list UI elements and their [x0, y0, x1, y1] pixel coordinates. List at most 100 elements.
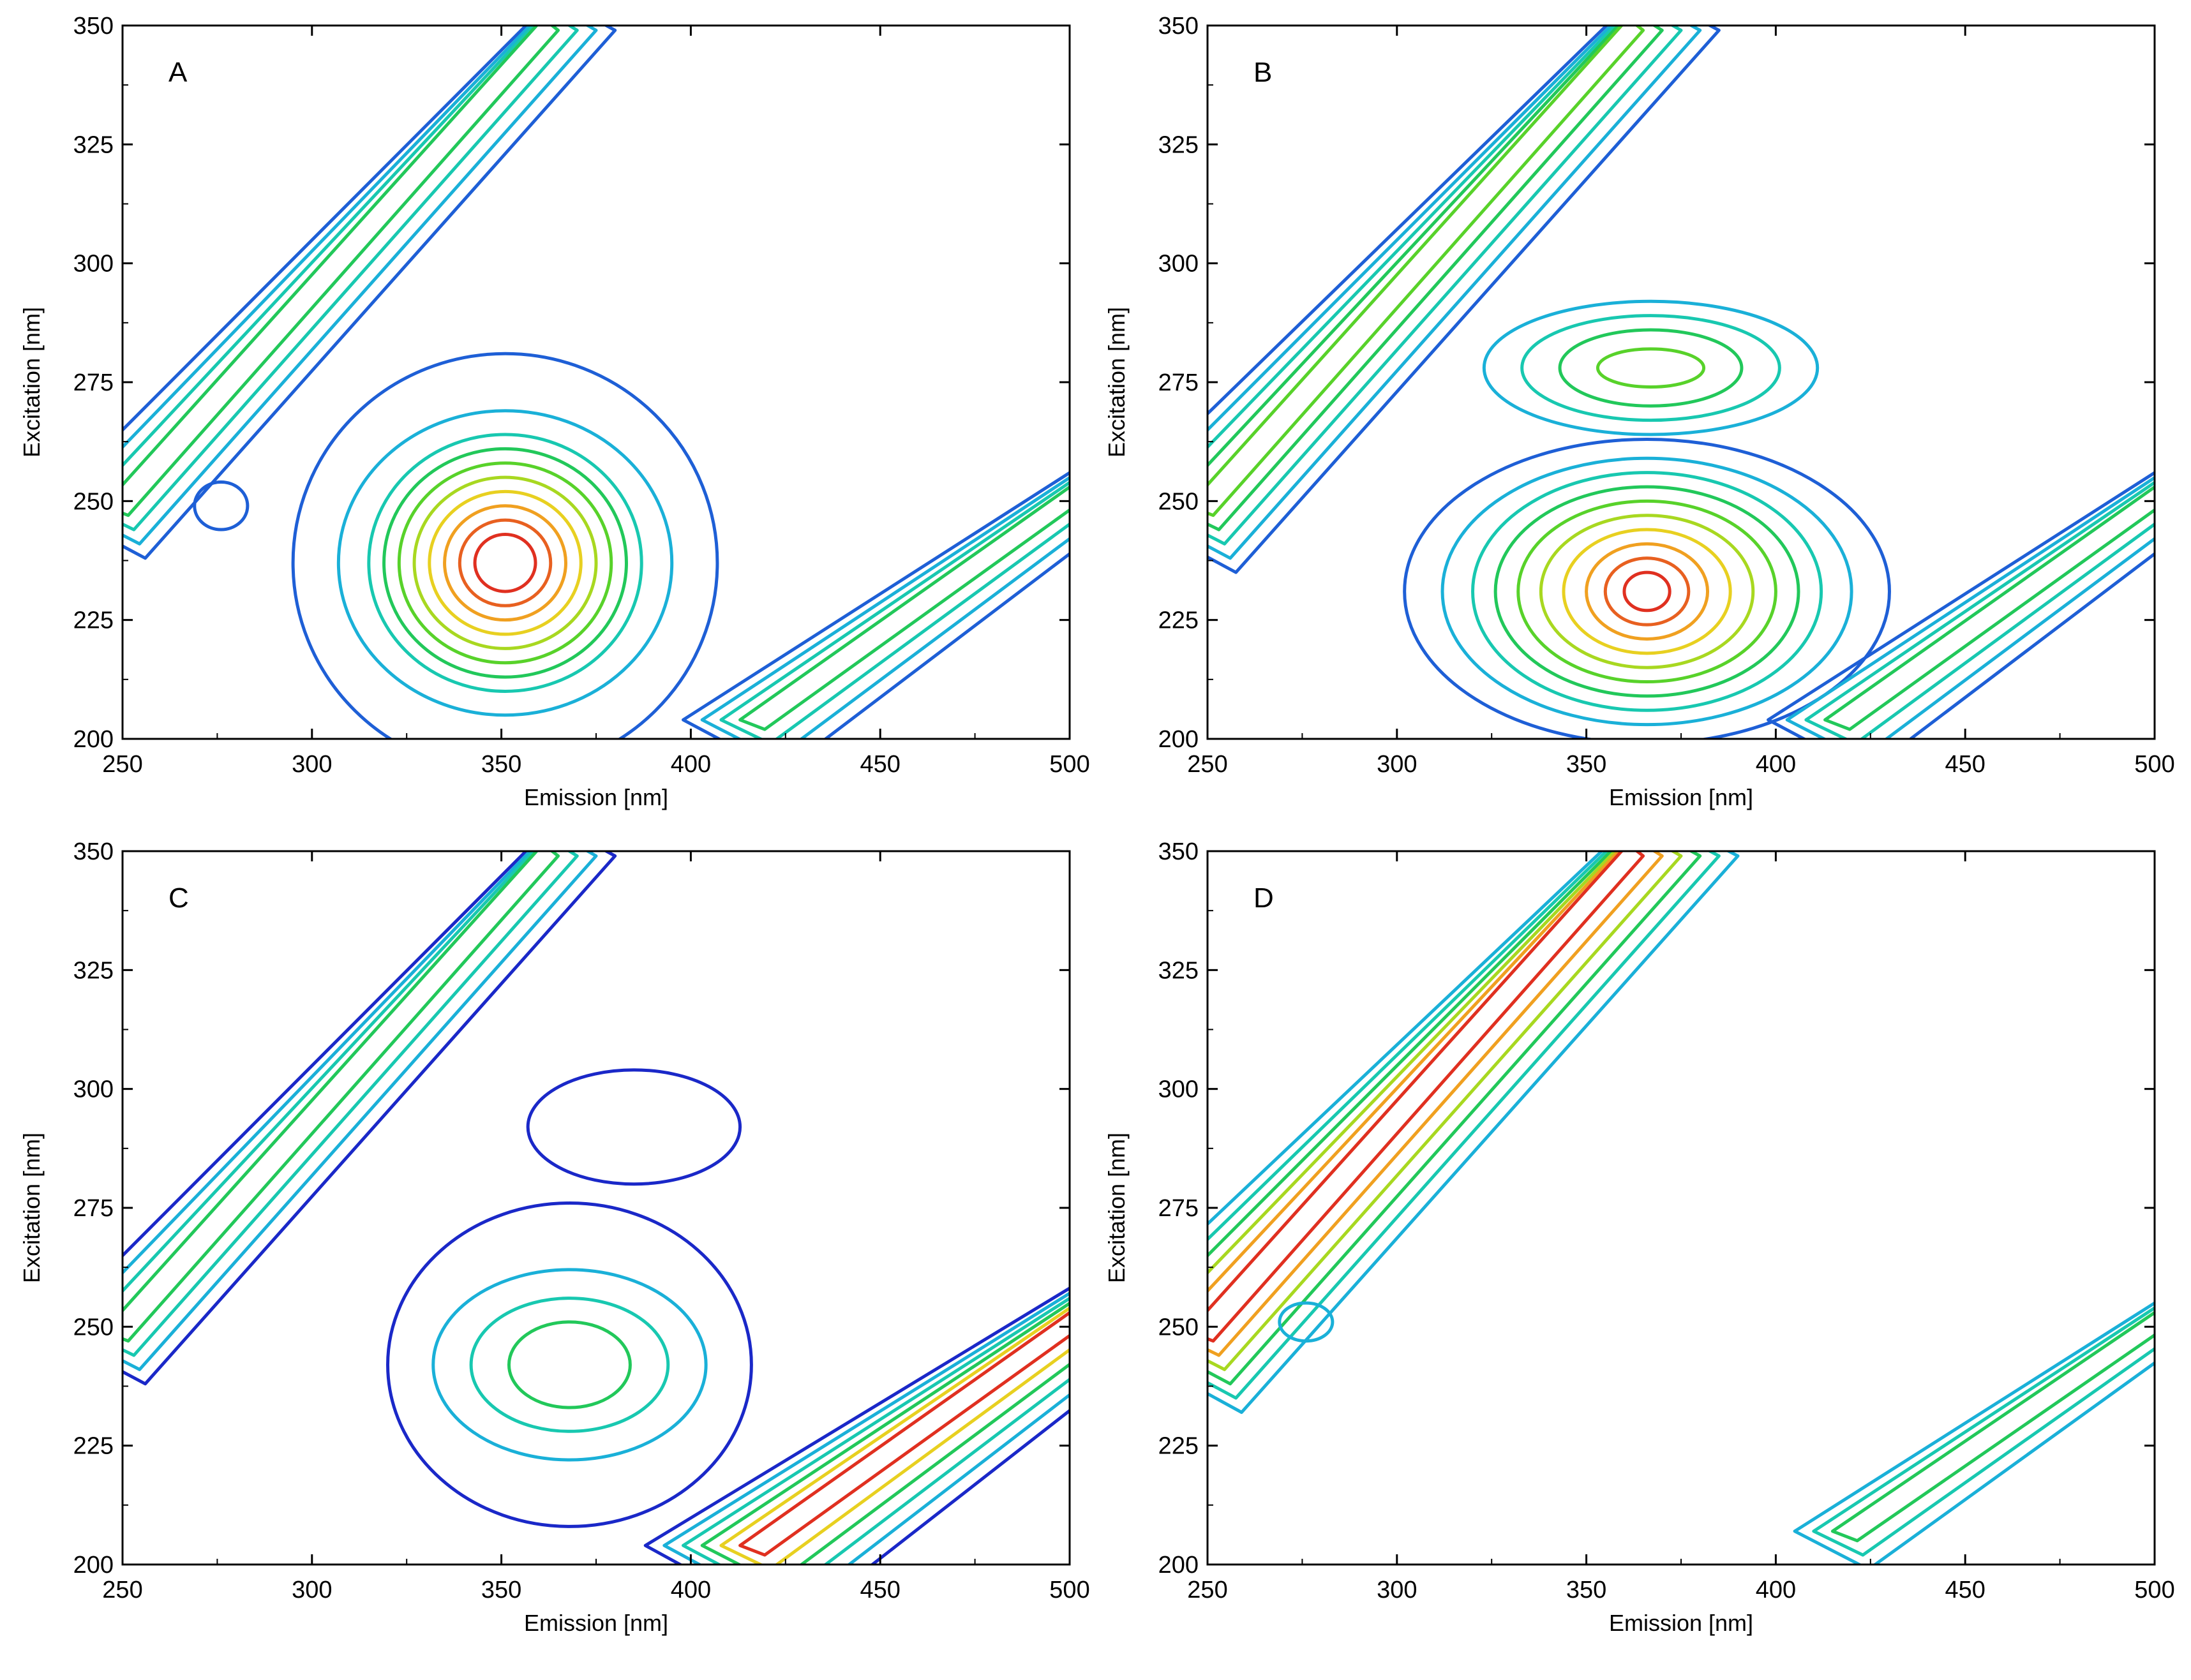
- main-peak-level-4: [397, 461, 613, 665]
- tryptophan-peak-level-3: [1596, 347, 1706, 389]
- main-peak-level-3: [382, 447, 628, 679]
- y-tick-label: 275: [1158, 369, 1199, 396]
- panel-b: 250 300 350 400 450 500200225250275300325350E…: [1103, 13, 2175, 810]
- rayleigh-scatter-level-0: [1208, 851, 1740, 1414]
- x-tick-label: 300: [1377, 1577, 1417, 1603]
- y-tick-label: 300: [1158, 251, 1199, 278]
- main-peak-level-2: [367, 433, 643, 693]
- y-tick-label: 275: [1158, 1195, 1199, 1222]
- plot-area: [1208, 26, 2155, 739]
- main-peak-level-8: [458, 518, 553, 607]
- y-tick-label: 350: [73, 13, 114, 40]
- feature-rayleigh-scatter: [123, 26, 617, 560]
- y-tick-label: 350: [1158, 13, 1199, 40]
- x-tick-label: 450: [860, 751, 900, 778]
- x-tick-label: 500: [1049, 751, 1089, 778]
- feature-rayleigh-scatter: [123, 851, 617, 1386]
- y-tick-label: 200: [73, 1552, 114, 1579]
- y-tick-label: 250: [1158, 488, 1199, 515]
- x-tick-label: 350: [1566, 751, 1606, 778]
- tyrosine-peak-level-8: [1603, 556, 1691, 627]
- y-tick-label: 225: [73, 1433, 114, 1460]
- second-order-scatter-level-4: [719, 1306, 1070, 1565]
- y-tick-label: 300: [1158, 1076, 1199, 1103]
- x-tick-label: 500: [2134, 751, 2174, 778]
- feature-second-order-scatter: [1767, 470, 2155, 739]
- plot-area: [123, 851, 1070, 1565]
- main-peak-level-9: [473, 533, 537, 593]
- rayleigh-scatter-level-1: [123, 851, 598, 1371]
- rayleigh-scatter-level-0: [123, 26, 617, 560]
- tyrosine-peak-level-1: [1440, 456, 1853, 727]
- y-tick-label: 300: [73, 251, 114, 278]
- x-tick-label: 500: [1049, 1577, 1089, 1603]
- feature-second-order-scatter: [1793, 1301, 2155, 1565]
- x-tick-label: 500: [2134, 1577, 2174, 1603]
- second-order-scatter-level-0: [682, 470, 1070, 739]
- second-order-scatter-level-1: [1785, 475, 2155, 739]
- y-tick-label: 225: [1158, 607, 1199, 634]
- small-island-level-0: [193, 480, 250, 532]
- rayleigh-scatter-level-3: [123, 26, 560, 517]
- y-tick-label: 275: [73, 1195, 114, 1222]
- plot-area: [123, 26, 1070, 739]
- tryptophan-peak-level-2: [1558, 328, 1744, 408]
- main-peak-level-0: [291, 352, 719, 739]
- second-order-scatter-level-1: [662, 1291, 1070, 1565]
- x-axis-title: Emission [nm]: [524, 784, 668, 810]
- y-tick-label: 325: [73, 131, 114, 158]
- feature-second-order-scatter: [682, 470, 1070, 739]
- plot-area: [1208, 851, 2155, 1565]
- feature-tyrosine-peak: [1403, 438, 1891, 739]
- x-tick-label: 450: [1945, 751, 1985, 778]
- tyrosine-peak-level-9: [1622, 570, 1671, 613]
- rayleigh-scatter-level-1: [1208, 851, 1721, 1400]
- x-tick-label: 450: [860, 1577, 900, 1603]
- feature-tryptophan-peak: [1482, 299, 1820, 436]
- tyrosine-peak-level-3: [1493, 485, 1800, 698]
- feature-upper-loop: [526, 1068, 742, 1186]
- x-tick-label: 450: [1945, 1577, 1985, 1603]
- x-tick-label: 300: [292, 1577, 332, 1603]
- y-tick-label: 325: [1158, 957, 1199, 984]
- x-tick-label: 250: [102, 1577, 142, 1603]
- tyrosine-peak-level-4: [1516, 499, 1777, 684]
- y-axis-title: Excitation [nm]: [19, 1133, 45, 1283]
- rayleigh-scatter-level-3: [1208, 26, 1664, 532]
- panel-c: 250 300 350 400 450 500200225250275300325350E…: [19, 838, 1090, 1636]
- x-axis-title: Emission [nm]: [1609, 784, 1753, 810]
- x-tick-label: 350: [481, 751, 521, 778]
- panel-label: D: [1253, 882, 1274, 914]
- tyrosine-peak-level-2: [1471, 471, 1823, 712]
- x-axis-title: Emission [nm]: [1609, 1610, 1753, 1636]
- x-tick-label: 250: [1187, 751, 1227, 778]
- y-tick-label: 250: [73, 1314, 114, 1341]
- y-tick-label: 325: [1158, 131, 1199, 158]
- y-tick-label: 275: [73, 369, 114, 396]
- second-order-scatter-level-2: [719, 480, 1070, 739]
- y-tick-label: 250: [1158, 1314, 1199, 1341]
- panel-d: 250 300 350 400 450 500200225250275300325350E…: [1103, 838, 2175, 1636]
- second-order-scatter-level-3: [738, 485, 1070, 731]
- rayleigh-scatter-level-2: [123, 26, 579, 532]
- tyrosine-peak-level-0: [1403, 438, 1891, 739]
- upper-loop-level-0: [526, 1068, 742, 1186]
- panel-label: C: [168, 882, 189, 914]
- feature-rayleigh-scatter: [1208, 851, 1740, 1414]
- x-tick-label: 250: [102, 751, 142, 778]
- second-order-scatter-level-2: [1804, 480, 2155, 739]
- panel-label: B: [1253, 57, 1272, 88]
- main-peak-level-3: [507, 1320, 632, 1409]
- y-tick-label: 200: [73, 726, 114, 753]
- y-axis-title: Excitation [nm]: [19, 307, 45, 457]
- feature-small-island: [1278, 1301, 1335, 1343]
- rayleigh-scatter-level-3: [1208, 851, 1683, 1371]
- tryptophan-peak-level-0: [1482, 299, 1820, 436]
- second-order-scatter-level-5: [738, 1311, 1070, 1557]
- x-tick-label: 300: [1377, 751, 1417, 778]
- y-tick-label: 200: [1158, 726, 1199, 753]
- y-tick-label: 350: [1158, 838, 1199, 865]
- rayleigh-scatter-level-2: [1208, 851, 1702, 1386]
- x-tick-label: 300: [292, 751, 332, 778]
